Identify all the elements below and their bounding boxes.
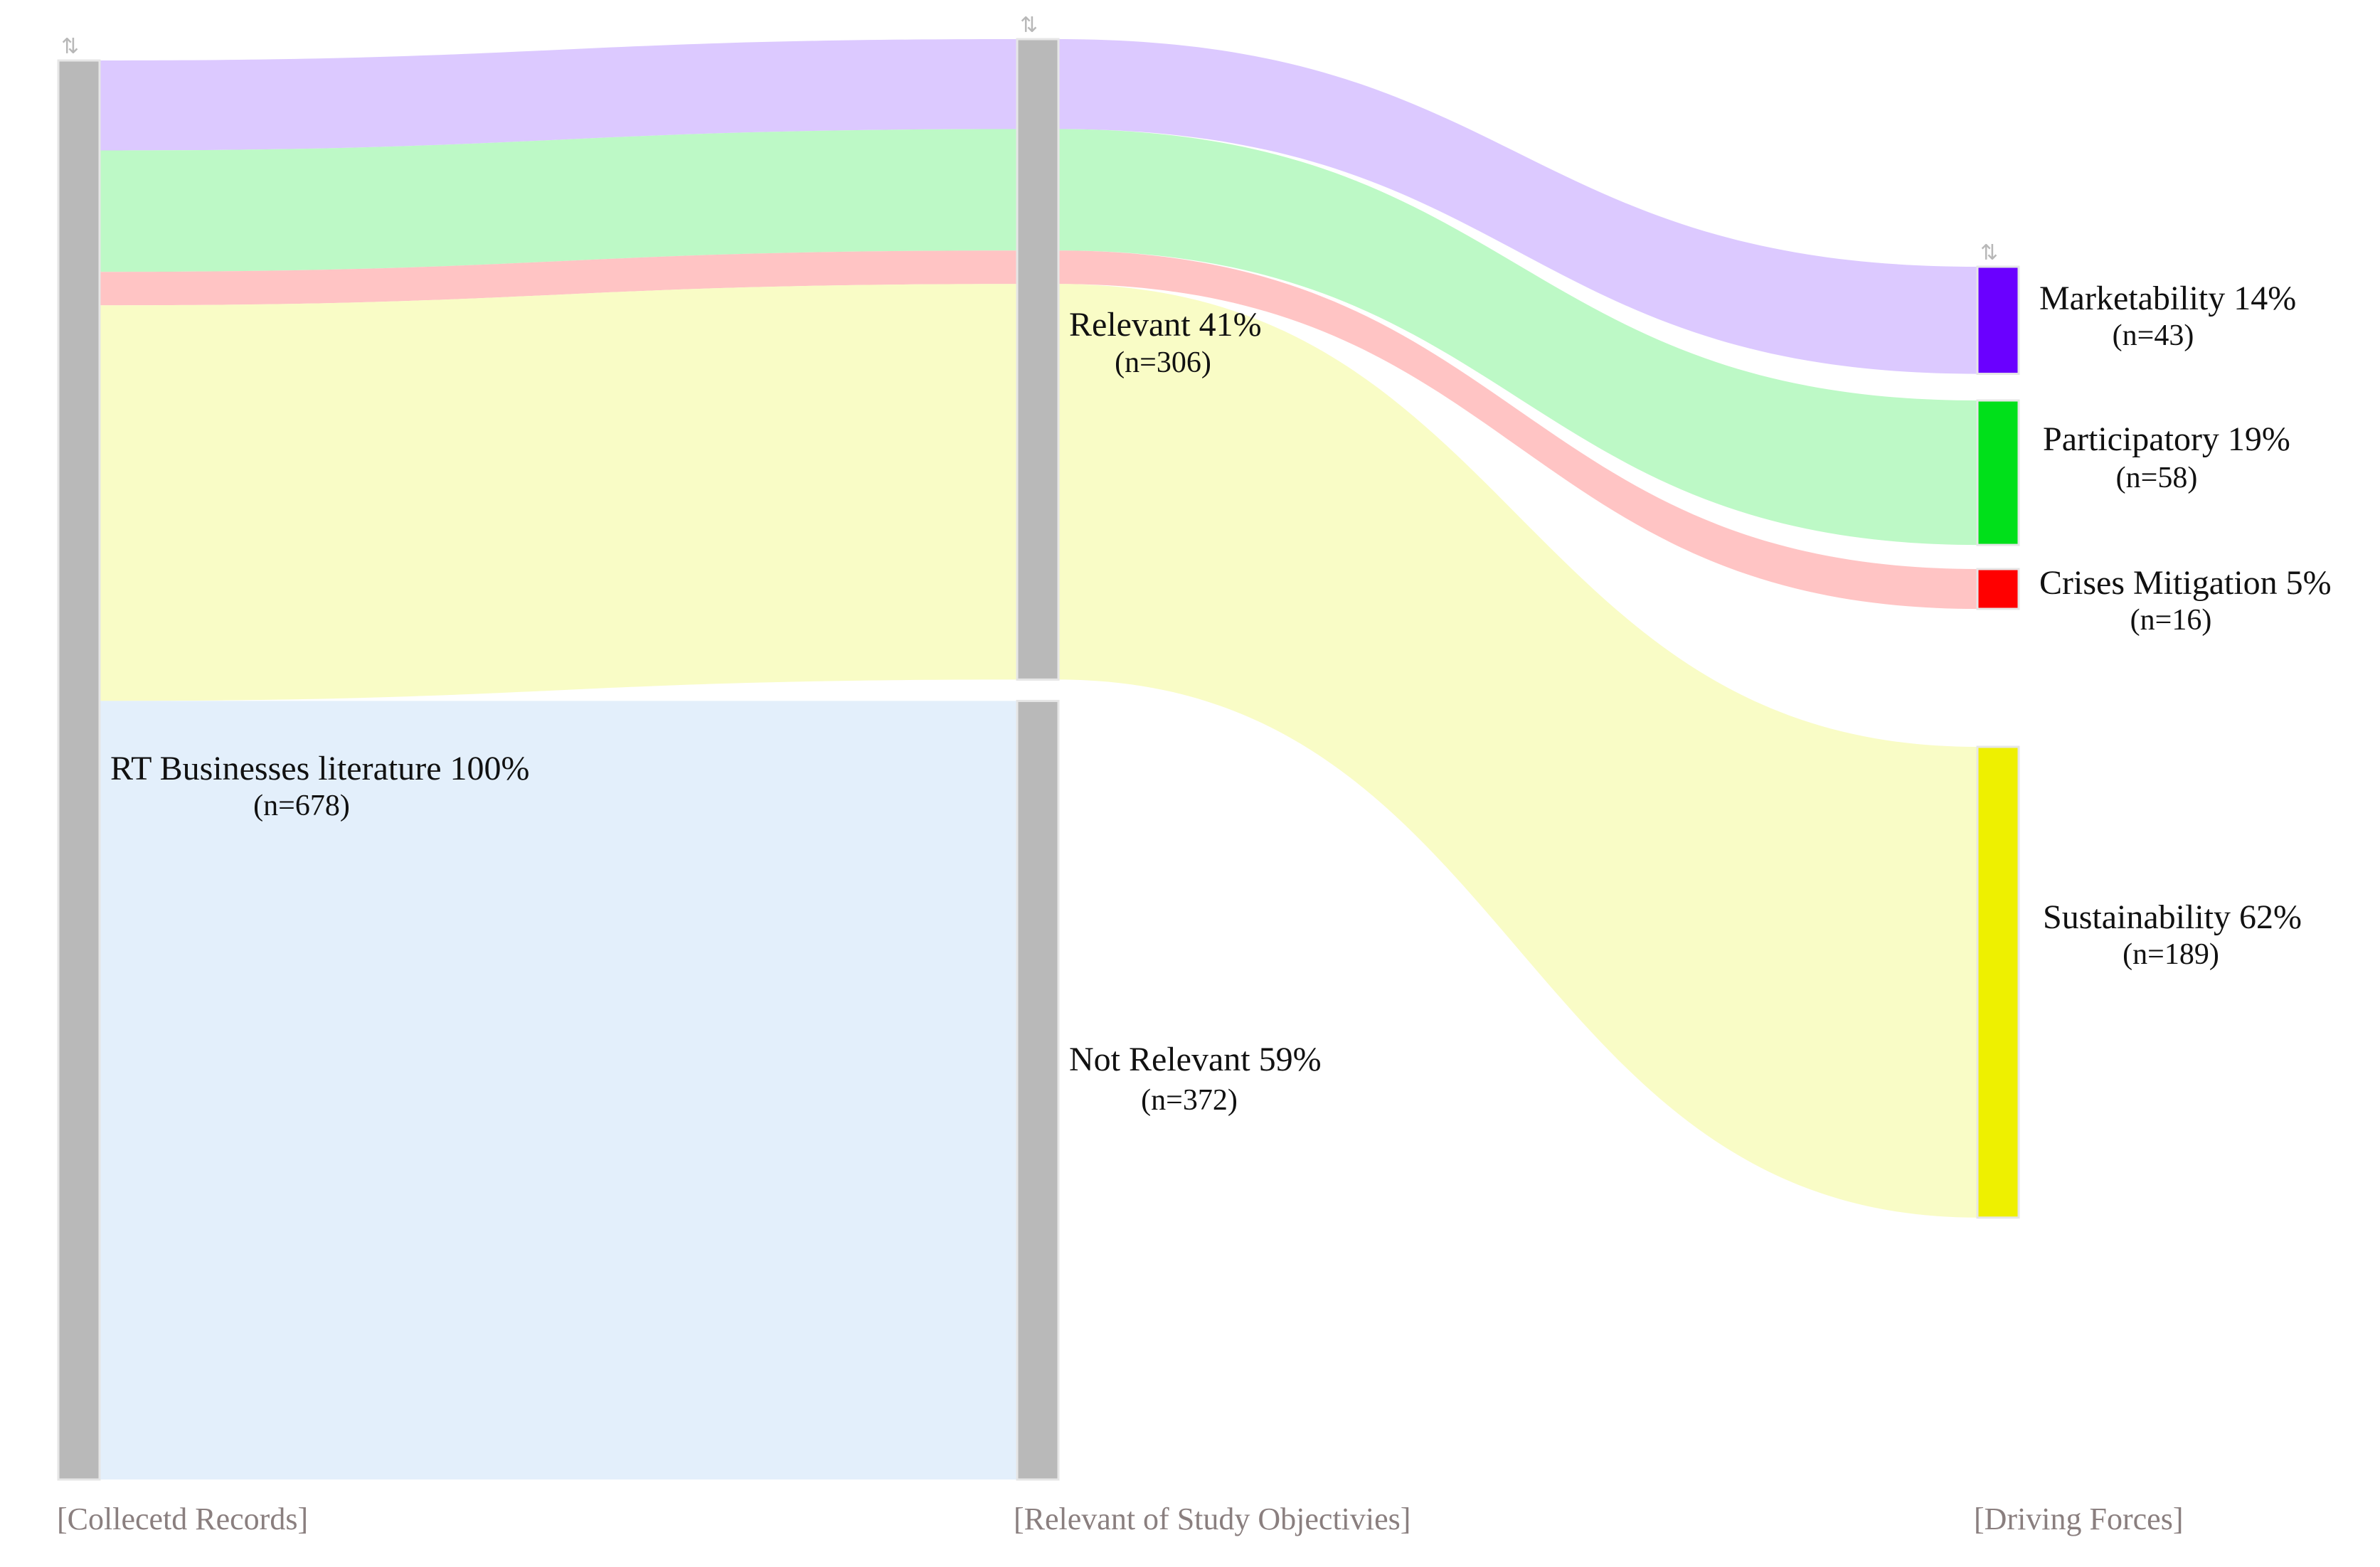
flow-rel-to-par-par	[1058, 129, 1977, 546]
node-count-rel: (n=306)	[1115, 346, 1211, 379]
node-mkt[interactable]	[1976, 265, 2020, 376]
flow-rel-to-cri-cri	[1058, 250, 1977, 610]
node-rt[interactable]	[57, 59, 101, 1481]
node-count-mkt: (n=43)	[2113, 319, 2194, 352]
node-par[interactable]	[1976, 399, 2020, 546]
node-label-cri: Crises Mitigation 5%	[2039, 564, 2332, 602]
sort-icon-relevance[interactable]: ⇅	[1020, 13, 1038, 38]
node-notrel[interactable]	[1016, 699, 1060, 1481]
node-label-sus: Sustainability 62%	[2043, 898, 2302, 936]
flow-rt-to-rel-sus	[100, 284, 1017, 701]
node-label-rt: RT Businesses literature 100%	[110, 750, 529, 787]
node-count-cri: (n=16)	[2130, 604, 2212, 637]
node-label-par: Participatory 19%	[2043, 420, 2290, 458]
node-rel[interactable]	[1016, 38, 1060, 681]
nodes-layer	[57, 38, 2020, 1481]
node-count-sus: (n=189)	[2123, 938, 2219, 971]
flow-rel-to-sus-sus	[1058, 284, 1977, 1218]
node-label-rel: Relevant 41%	[1069, 306, 1262, 344]
flows-layer	[100, 39, 1977, 1480]
node-count-rt: (n=678)	[253, 790, 350, 822]
stage-label-forces: [Driving Forces]	[1974, 1502, 2184, 1536]
flow-rel-to-mkt-mkt	[1058, 39, 1977, 374]
flow-rt-to-rel-par	[100, 129, 1017, 272]
stage-label-relevance: [Relevant of Study Objectivies]	[1014, 1502, 1411, 1536]
node-label-mkt: Marketability 14%	[2039, 280, 2296, 317]
sort-icon-forces[interactable]: ⇅	[1980, 240, 1998, 265]
sort-icon-collected[interactable]: ⇅	[61, 34, 79, 59]
flow-rt-to-rel-mkt	[100, 39, 1017, 151]
flow-rt-to-notrel-notrel	[100, 701, 1017, 1480]
stage-label-collected: [Collecetd Records]	[57, 1502, 308, 1536]
node-cri[interactable]	[1976, 568, 2020, 610]
node-count-par: (n=58)	[2116, 462, 2198, 494]
labels-layer: ⇅ ⇅ ⇅ RT Businesses literature 100%(n=678) R…	[57, 13, 2332, 1536]
flow-rt-to-rel-cri	[100, 250, 1017, 306]
node-label-notrel: Not Relevant 59%	[1069, 1041, 1322, 1078]
node-sus[interactable]	[1976, 745, 2020, 1219]
node-count-notrel: (n=372)	[1141, 1084, 1238, 1117]
